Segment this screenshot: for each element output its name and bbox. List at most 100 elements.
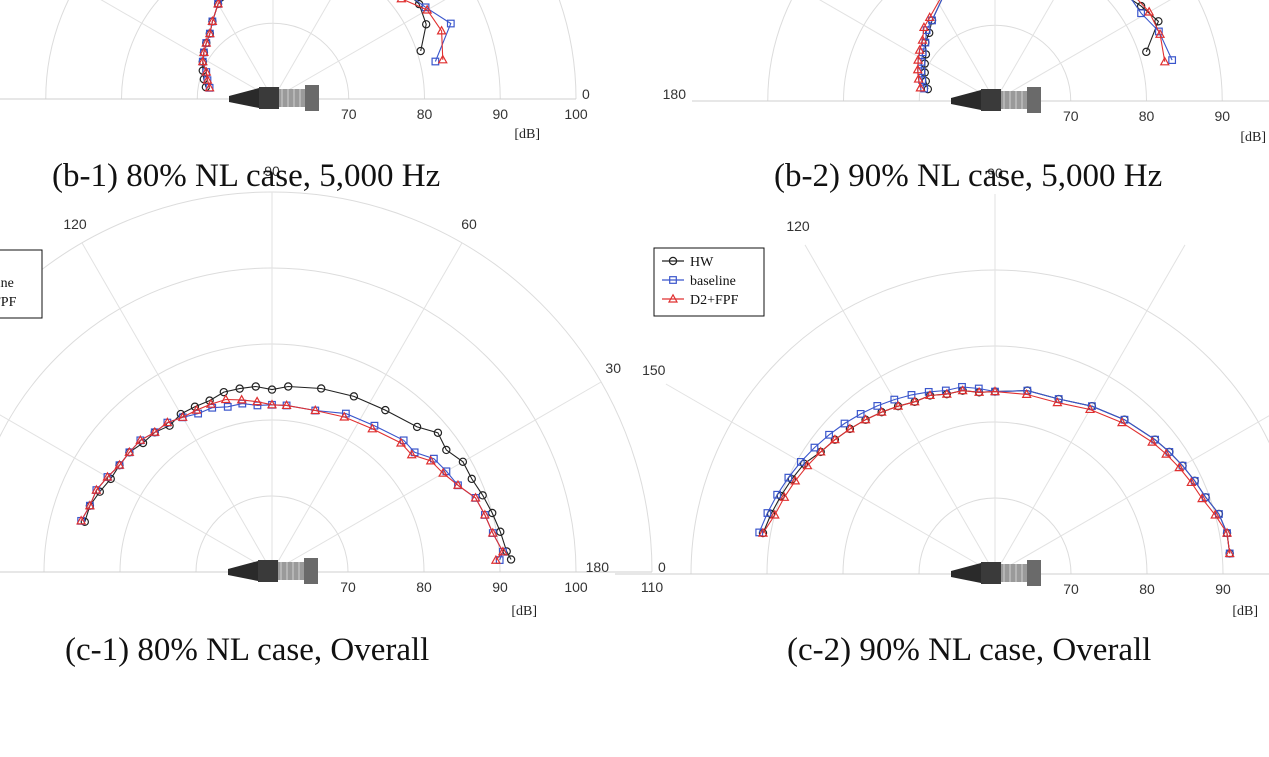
radial-tick-label: 70 — [341, 106, 357, 122]
nozzle-icon — [951, 560, 1041, 586]
polar-chart-c1: 7080901001100306090120150[dB]HWbaselineD… — [0, 163, 666, 619]
polar-grid — [0, 0, 577, 100]
data-point — [844, 423, 855, 433]
data-point — [266, 399, 278, 409]
series-D2+FPF — [757, 385, 1235, 558]
data-point — [219, 387, 229, 397]
series-HW — [758, 386, 1234, 558]
data-point — [924, 11, 935, 22]
legend-label: D2+FPF — [690, 293, 739, 308]
ring-80 — [121, 0, 425, 100]
radial-tick-label: 70 — [1063, 108, 1079, 124]
spoke-60 — [271, 242, 463, 573]
data-point — [442, 445, 451, 455]
data-point — [1186, 477, 1197, 487]
data-point — [177, 411, 188, 421]
legend-label: baseline — [690, 274, 736, 289]
data-point — [907, 391, 916, 399]
data-point — [860, 414, 871, 424]
radial-tick-label: 100 — [564, 579, 588, 595]
data-point — [201, 66, 212, 76]
spoke-30 — [994, 0, 1171, 102]
data-point — [1168, 56, 1177, 65]
data-point — [479, 509, 490, 519]
data-point — [924, 390, 936, 400]
data-point — [1052, 397, 1063, 407]
data-point — [467, 474, 476, 484]
unit-label: [dB] — [1240, 130, 1266, 145]
series-line — [758, 386, 1231, 554]
data-point — [395, 437, 406, 447]
data-point — [421, 20, 431, 29]
radial-tick-label: 90 — [492, 579, 508, 595]
data-point — [974, 386, 985, 396]
data-point — [784, 473, 793, 482]
data-point — [470, 492, 481, 502]
data-point — [957, 385, 968, 395]
legend: HW baseline D2+FPF — [653, 247, 765, 317]
data-point — [267, 385, 277, 394]
data-point — [124, 446, 135, 456]
caption-c1: (c-1) 80% NL case, Overall — [65, 632, 430, 668]
nozzle-icon — [951, 87, 1041, 113]
spoke-30 — [271, 381, 602, 573]
data-point — [458, 457, 468, 466]
data-point — [487, 527, 498, 537]
radial-tick-label: 80 — [417, 106, 433, 122]
data-point — [1197, 493, 1208, 503]
caption-b2: (b-2) 90% NL case, 5,000 Hz — [774, 158, 1163, 194]
data-point — [1161, 448, 1172, 458]
data-point — [425, 455, 436, 465]
data-point — [915, 82, 926, 92]
data-point — [913, 73, 924, 83]
data-point — [381, 405, 390, 415]
data-point — [924, 387, 933, 396]
polar-chart-b1: 70 80 90 100 0 [dB] — [0, 0, 590, 142]
data-point — [436, 25, 447, 35]
legend-marker — [667, 293, 679, 303]
series-D2+FPF — [912, 0, 1170, 92]
series-line — [80, 398, 504, 561]
data-point — [876, 406, 887, 416]
legend-box — [0, 249, 43, 319]
series-baseline — [77, 399, 507, 564]
data-point — [438, 467, 449, 477]
angle-tick-label: 120 — [786, 218, 810, 234]
polar-chart-b2: 70 80 90 180 [dB] — [663, 0, 1269, 145]
data-point — [339, 411, 350, 421]
data-point — [893, 400, 904, 410]
data-point — [773, 490, 782, 499]
unit-label: [dB] — [514, 127, 540, 142]
data-point — [917, 34, 928, 44]
series-HW — [198, 0, 431, 92]
data-point — [1147, 436, 1158, 446]
radial-tick-label: 90 — [492, 106, 508, 122]
data-point — [873, 402, 882, 410]
data-point — [197, 56, 208, 66]
legend-marker — [668, 256, 678, 266]
data-point — [757, 527, 768, 537]
data-point — [431, 57, 440, 66]
data-point — [198, 46, 209, 57]
data-point — [235, 384, 244, 393]
data-point — [204, 82, 215, 92]
data-point — [204, 28, 215, 38]
series-line — [762, 390, 1231, 554]
data-point — [1174, 462, 1185, 472]
caption-c2: (c-2) 90% NL case, Overall — [787, 632, 1152, 668]
caption-b1: (b-1) 80% NL case, 5,000 Hz — [52, 158, 441, 194]
data-point — [1023, 386, 1032, 395]
data-point — [162, 417, 173, 427]
data-point — [490, 554, 501, 564]
data-point — [202, 74, 213, 84]
spoke-30 — [272, 0, 446, 100]
unit-label: [dB] — [1232, 604, 1258, 619]
legend-label: baseline — [0, 276, 14, 291]
legend-marker — [669, 276, 677, 284]
unit-label: [dB] — [511, 604, 537, 619]
data-point — [349, 392, 359, 401]
series-line — [202, 0, 427, 88]
spoke-60 — [994, 0, 1054, 102]
